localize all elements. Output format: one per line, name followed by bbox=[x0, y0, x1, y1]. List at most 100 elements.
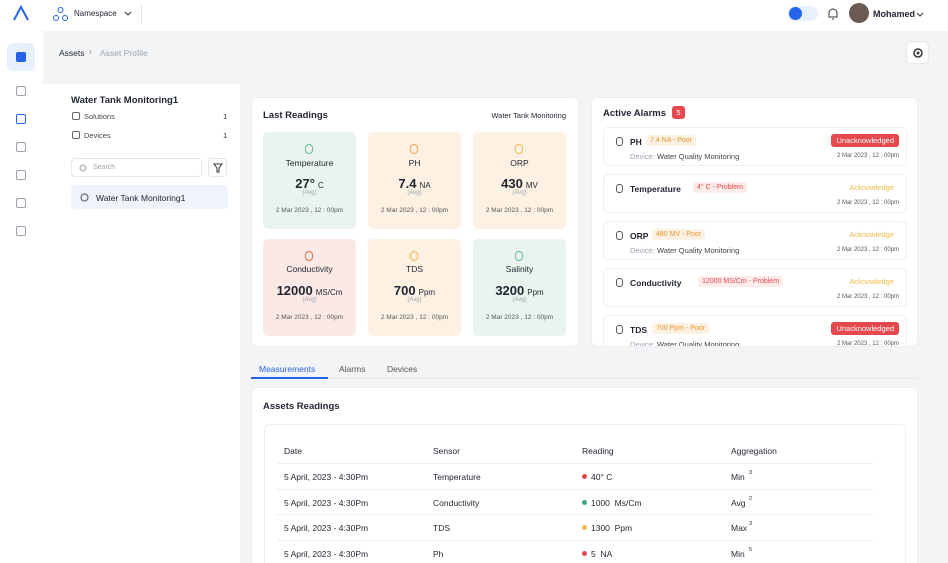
alarm-item[interactable]: Temperature 4° C - Problem Acknowledge 2 Ma… bbox=[603, 174, 907, 213]
reading-card: Conductivity 12000 MS/Cm (Avg) 2 Mar 2023 , … bbox=[263, 239, 356, 336]
reading-unit: Ppm bbox=[418, 288, 436, 297]
alarm-sensor: PH bbox=[630, 137, 642, 147]
stat-icon bbox=[72, 131, 80, 139]
reading-icon bbox=[515, 144, 523, 154]
reading-card: TDS 700 Ppm (Avg) 2 Mar 2023 , 12 : 00pm bbox=[368, 239, 461, 336]
filter-button[interactable] bbox=[208, 158, 227, 177]
alarm-status: 4° C - Problem bbox=[693, 182, 747, 193]
cell-reading: 40° C bbox=[591, 472, 613, 482]
reading-note: (Avg) bbox=[302, 190, 317, 196]
table-header: Sensor bbox=[433, 446, 460, 456]
alarms-count: 5 bbox=[672, 106, 685, 119]
breadcrumb-current: Asset Profile bbox=[100, 48, 148, 58]
table-panel: Assets Readings Date Sensor Reading Aggrega… bbox=[251, 387, 918, 563]
user-name[interactable]: Mohamed bbox=[873, 9, 916, 19]
alarm-status: 700 Ppm - Poor bbox=[652, 323, 710, 334]
table-header: Reading bbox=[582, 446, 614, 456]
alarm-item[interactable]: TDS 700 Ppm - Poor Unacknowledged 2 Mar 202… bbox=[603, 315, 907, 347]
nav-icon[interactable] bbox=[16, 142, 26, 152]
cell-aggregation-count: 3 bbox=[749, 470, 753, 476]
alarm-sensor: Conductivity bbox=[630, 278, 682, 288]
reading-note: (Avg) bbox=[512, 297, 527, 303]
settings-button[interactable] bbox=[906, 41, 929, 64]
reading-card: PH 7.4 NA (Avg) 2 Mar 2023 , 12 : 00pm bbox=[368, 132, 461, 229]
reading-unit: MS/Cm bbox=[315, 288, 343, 297]
alarm-action[interactable]: Acknowledge bbox=[844, 228, 899, 241]
avatar[interactable] bbox=[849, 3, 869, 23]
asset-panel: Water Tank Monitoring1 Solutions 1 Devices… bbox=[43, 84, 240, 563]
reading-time: 2 Mar 2023 , 12 : 00pm bbox=[485, 207, 554, 214]
alarm-icon bbox=[616, 184, 623, 193]
reading-dot bbox=[582, 525, 587, 530]
nav-icon[interactable] bbox=[16, 198, 26, 208]
alarm-item[interactable]: ORP 480 MV - Poor Acknowledge 2 Mar 2023 , … bbox=[603, 221, 907, 260]
bell[interactable] bbox=[827, 7, 839, 20]
stat-count: 1 bbox=[223, 112, 228, 121]
cell-sensor: Temperature bbox=[433, 472, 481, 482]
asset-list-item[interactable]: Water Tank Monitoring1 bbox=[71, 185, 228, 209]
alarm-item[interactable]: PH 7.4 NA - Poor Unacknowledged 2 Mar 2023 … bbox=[603, 127, 907, 166]
tab[interactable]: Alarms bbox=[339, 364, 366, 374]
alarm-time: 2 Mar 2023 , 12 : 00pm bbox=[836, 200, 899, 206]
reading-card: Salinity 3200 Ppm (Avg) 2 Mar 2023 , 12 : 00… bbox=[473, 239, 566, 336]
row-divider bbox=[277, 539, 873, 541]
tab[interactable]: Devices bbox=[387, 364, 418, 374]
alarm-status: 7.4 NA - Poor bbox=[646, 135, 697, 146]
tabs-line bbox=[251, 378, 918, 379]
alarm-action[interactable]: Unacknowledged bbox=[831, 322, 899, 335]
cell-reading: 5 NA bbox=[591, 548, 613, 559]
reading-dot bbox=[582, 499, 587, 505]
namespace-icon bbox=[53, 7, 68, 21]
alarm-device: Water Quality Monitoring bbox=[657, 152, 740, 161]
alarm-action[interactable]: Unacknowledged bbox=[831, 134, 899, 147]
asset-list-label: Water Tank Monitoring1 bbox=[96, 193, 186, 203]
toggle[interactable] bbox=[788, 6, 818, 21]
alarm-action[interactable]: Acknowledge bbox=[844, 181, 899, 194]
reading-time: 2 Mar 2023 , 12 : 00pm bbox=[485, 314, 554, 321]
reading-time: 2 Mar 2023 , 12 : 00pm bbox=[275, 207, 344, 214]
reading-name: Conductivity bbox=[286, 264, 333, 274]
alarm-item[interactable]: Conductivity 12000 MS/Cm - Problem Acknowl… bbox=[603, 268, 907, 307]
reading-time: 2 Mar 2023 , 12 : 00pm bbox=[380, 314, 449, 321]
cell-aggregation-count: 3 bbox=[749, 521, 753, 527]
stat-label: Solutions bbox=[84, 112, 115, 121]
cell-sensor: Ph bbox=[433, 548, 444, 559]
divider bbox=[141, 4, 142, 26]
tab-indicator bbox=[251, 377, 328, 379]
alarm-device: Water Quality Monitoring bbox=[657, 340, 740, 347]
cell-sensor: Conductivity bbox=[433, 497, 480, 508]
readings-title: Last Readings bbox=[263, 110, 328, 121]
alarm-action[interactable]: Acknowledge bbox=[844, 275, 899, 288]
alarm-sensor: ORP bbox=[630, 231, 649, 241]
cell-date: 5 April, 2023 - 4:30Pm bbox=[284, 523, 369, 533]
reading-value: 3200 bbox=[495, 283, 525, 298]
table-header: Aggregation bbox=[731, 446, 777, 456]
nav-icon[interactable] bbox=[16, 114, 26, 124]
reading-value-row: 430 MV bbox=[473, 175, 566, 193]
reading-dot bbox=[582, 474, 587, 479]
reading-name: Temperature bbox=[285, 158, 334, 168]
stat-count: 1 bbox=[223, 131, 228, 140]
alarm-icon bbox=[616, 278, 623, 287]
search-box[interactable]: Search bbox=[71, 158, 202, 177]
alarm-time: 2 Mar 2023 , 12 : 00pm bbox=[836, 294, 899, 300]
alarm-device: Water Quality Monitoring bbox=[657, 246, 740, 255]
alarm-time: 2 Mar 2023 , 12 : 00pm bbox=[836, 341, 899, 347]
nav-icon[interactable] bbox=[16, 86, 26, 96]
namespace[interactable]: Namespace bbox=[74, 9, 117, 18]
stat-icon bbox=[72, 112, 80, 120]
cell-reading: 1000 Ms/Cm bbox=[591, 497, 642, 508]
reading-value: 7.4 bbox=[398, 176, 417, 191]
nav-active[interactable] bbox=[7, 43, 35, 71]
reading-value-row: 27° C bbox=[263, 175, 356, 193]
tab[interactable]: Measurements bbox=[259, 364, 316, 374]
breadcrumb-link[interactable]: Assets bbox=[59, 48, 85, 58]
cell-aggregation-count: 5 bbox=[749, 546, 753, 553]
cell-date: 5 April, 2023 - 4:30Pm bbox=[284, 472, 369, 482]
sidebar bbox=[0, 31, 43, 563]
reading-name: Salinity bbox=[505, 264, 534, 274]
reading-icon bbox=[305, 251, 313, 261]
nav-icon[interactable] bbox=[16, 226, 26, 236]
nav-icon[interactable] bbox=[16, 170, 26, 180]
readings-panel: Last Readings Water Tank Monitoring Temp… bbox=[251, 97, 579, 347]
